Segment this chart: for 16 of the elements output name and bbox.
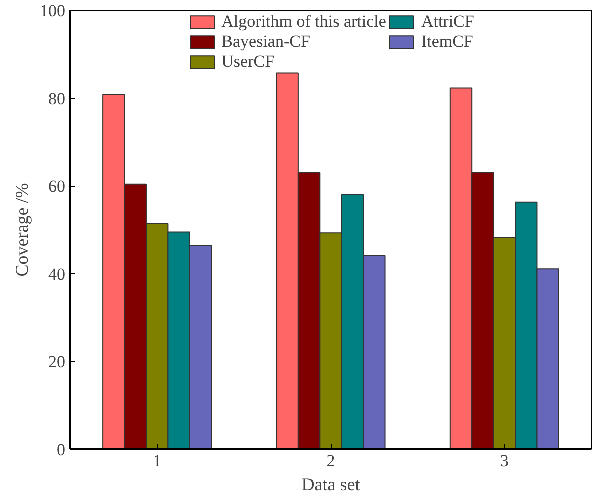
y-tick-label: 80: [48, 89, 66, 108]
y-tick-label: 60: [48, 177, 66, 196]
y-tick-label: 40: [48, 264, 66, 284]
y-tick-label: 0: [57, 440, 66, 460]
legend-label: Bayesian-CF: [222, 32, 310, 52]
legend-label: ItemCF: [421, 32, 474, 52]
y-axis-title: Coverage /%: [12, 183, 32, 277]
legend-label: UserCF: [222, 52, 275, 72]
x-tick-label: 1: [153, 452, 162, 470]
x-tick-label: 3: [500, 452, 509, 470]
y-tick-label: 100: [40, 2, 66, 20]
legend-label: Algorithm of this article: [222, 12, 386, 32]
x-tick-label: 2: [326, 452, 336, 470]
x-axis-title: Data set: [302, 474, 360, 494]
legend-label: AttriCF: [421, 12, 474, 32]
y-tick-label: 20: [48, 352, 66, 372]
